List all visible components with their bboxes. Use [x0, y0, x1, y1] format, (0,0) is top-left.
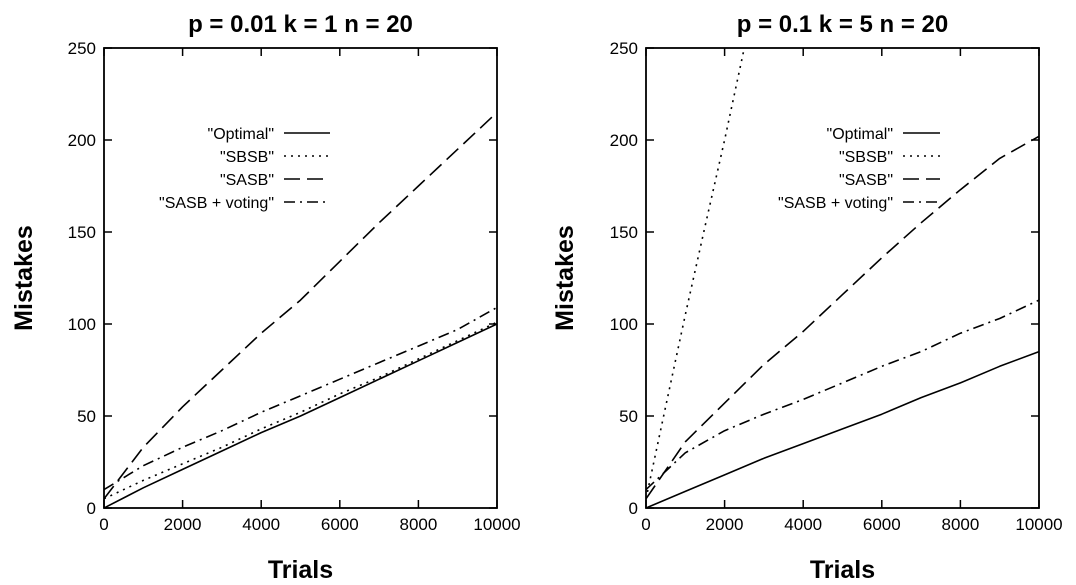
legend-label-4: "SASB + voting": [778, 195, 893, 212]
y-tick-label: 250: [610, 39, 638, 58]
series-line-1: [104, 323, 497, 508]
y-tick-label: 150: [68, 223, 96, 242]
series-line-3: [104, 111, 497, 500]
x-tick-label: 10000: [1015, 515, 1062, 534]
chart-title: p = 0.01 k = 1 n = 20: [188, 11, 413, 38]
series-line-2: [646, 48, 746, 499]
legend-label-2: "SBSB": [839, 149, 893, 166]
y-tick-label: 100: [68, 315, 96, 334]
y-axis-label: Mistakes: [10, 225, 38, 331]
x-tick-label: 10000: [473, 515, 520, 534]
plot-frame: [103, 47, 498, 509]
legend-label-1: "Optimal": [827, 126, 893, 143]
x-tick-label: 0: [641, 515, 650, 534]
x-tick-label: 2000: [164, 515, 202, 534]
x-tick-label: 6000: [863, 515, 901, 534]
legend-label-3: "SASB": [220, 172, 274, 189]
y-tick-label: 250: [68, 39, 96, 58]
chart-title: p = 0.1 k = 5 n = 20: [737, 11, 948, 38]
x-tick-label: 4000: [784, 515, 822, 534]
series-line-2: [104, 321, 497, 500]
legend-label-2: "SBSB": [220, 149, 274, 166]
y-tick-label: 0: [87, 499, 96, 518]
y-axis-label: Mistakes: [551, 225, 579, 331]
series-line-4: [104, 306, 497, 491]
legend-label-4: "SASB + voting": [159, 195, 274, 212]
x-tick-label: 0: [99, 515, 108, 534]
plot-frame: [645, 47, 1040, 509]
x-tick-label: 8000: [399, 515, 437, 534]
series-line-1: [646, 350, 1039, 508]
x-tick-label: 8000: [941, 515, 979, 534]
x-tick-label: 4000: [242, 515, 280, 534]
y-tick-label: 100: [610, 315, 638, 334]
x-axis-label: Trials: [810, 556, 875, 584]
y-tick-label: 0: [629, 499, 638, 518]
y-tick-label: 50: [77, 407, 96, 426]
x-axis-label: Trials: [268, 556, 333, 584]
legend-label-1: "Optimal": [208, 126, 274, 143]
y-tick-label: 50: [619, 407, 638, 426]
series-line-4: [646, 299, 1039, 491]
y-tick-label: 200: [610, 131, 638, 150]
y-tick-label: 200: [68, 131, 96, 150]
x-tick-label: 6000: [321, 515, 359, 534]
series-line-3: [646, 135, 1039, 500]
legend-label-3: "SASB": [839, 172, 893, 189]
x-tick-label: 2000: [706, 515, 744, 534]
y-tick-label: 150: [610, 223, 638, 242]
